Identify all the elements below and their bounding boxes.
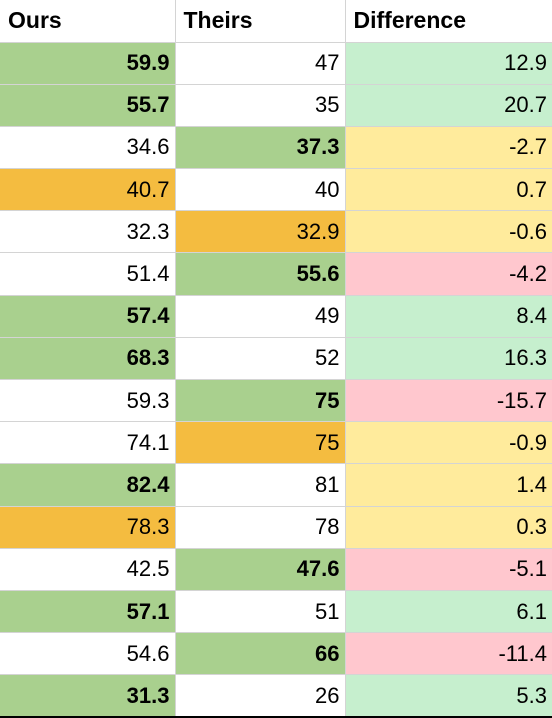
table-row: 34.6 37.3 -2.7 [0,126,552,170]
cell-theirs[interactable]: 26 [175,674,346,718]
table-row: 54.6 66 -11.4 [0,632,552,676]
table-row: 57.1 51 6.1 [0,590,552,634]
table-body: 59.9 47 12.9 55.7 35 20.7 34.6 37.3 -2.7 40.7 40 0.… [0,42,552,718]
cell-ours[interactable]: 57.1 [0,590,176,634]
cell-difference[interactable]: 16.3 [345,337,552,381]
table-row: 78.3 78 0.3 [0,506,552,549]
cell-difference[interactable]: -15.7 [345,379,552,423]
header-ours[interactable]: Ours [0,0,176,43]
table-row: 40.7 40 0.7 [0,168,552,212]
cell-ours[interactable]: 54.6 [0,632,176,676]
cell-theirs[interactable]: 78 [175,506,346,549]
cell-ours[interactable]: 74.1 [0,421,176,465]
cell-theirs[interactable]: 40 [175,168,346,212]
cell-ours[interactable]: 51.4 [0,252,176,296]
cell-theirs[interactable]: 49 [175,295,346,338]
table-row: 59.9 47 12.9 [0,42,552,85]
table-row: 51.4 55.6 -4.2 [0,252,552,296]
table-row: 31.3 26 5.3 [0,674,552,718]
cell-theirs[interactable]: 37.3 [175,126,346,170]
cell-ours[interactable]: 55.7 [0,84,176,127]
header-difference[interactable]: Difference [345,0,552,43]
header-theirs[interactable]: Theirs [175,0,346,43]
cell-difference[interactable]: 8.4 [345,295,552,338]
cell-difference[interactable]: -0.9 [345,421,552,465]
table-row: 57.4 49 8.4 [0,295,552,338]
table-row: 68.3 52 16.3 [0,337,552,381]
cell-difference[interactable]: -11.4 [345,632,552,676]
cell-theirs[interactable]: 81 [175,463,346,507]
cell-ours[interactable]: 42.5 [0,548,176,591]
cell-theirs[interactable]: 75 [175,421,346,465]
cell-theirs[interactable]: 32.9 [175,210,346,254]
table-row: 82.4 81 1.4 [0,463,552,507]
cell-difference[interactable]: -4.2 [345,252,552,296]
cell-theirs[interactable]: 47.6 [175,548,346,591]
cell-difference[interactable]: 0.7 [345,168,552,212]
cell-theirs[interactable]: 35 [175,84,346,127]
cell-theirs[interactable]: 47 [175,42,346,85]
cell-ours[interactable]: 59.3 [0,379,176,423]
cell-ours[interactable]: 57.4 [0,295,176,338]
cell-theirs[interactable]: 52 [175,337,346,381]
cell-ours[interactable]: 31.3 [0,674,176,718]
cell-ours[interactable]: 68.3 [0,337,176,381]
cell-ours[interactable]: 82.4 [0,463,176,507]
table-row: 42.5 47.6 -5.1 [0,548,552,591]
table-row: 32.3 32.9 -0.6 [0,210,552,254]
cell-difference[interactable]: 5.3 [345,674,552,718]
table-row: 55.7 35 20.7 [0,84,552,127]
cell-theirs[interactable]: 75 [175,379,346,423]
cell-theirs[interactable]: 55.6 [175,252,346,296]
cell-difference[interactable]: 12.9 [345,42,552,85]
cell-difference[interactable]: -0.6 [345,210,552,254]
cell-ours[interactable]: 59.9 [0,42,176,85]
cell-difference[interactable]: 20.7 [345,84,552,127]
cell-theirs[interactable]: 66 [175,632,346,676]
cell-ours[interactable]: 34.6 [0,126,176,170]
cell-difference[interactable]: 1.4 [345,463,552,507]
header-row: Ours Theirs Difference [0,0,552,43]
cell-ours[interactable]: 32.3 [0,210,176,254]
cell-theirs[interactable]: 51 [175,590,346,634]
table-row: 74.1 75 -0.9 [0,421,552,465]
cell-difference[interactable]: -5.1 [345,548,552,591]
cell-difference[interactable]: 6.1 [345,590,552,634]
cell-difference[interactable]: -2.7 [345,126,552,170]
table-row: 59.3 75 -15.7 [0,379,552,423]
cell-difference[interactable]: 0.3 [345,506,552,549]
cell-ours[interactable]: 40.7 [0,168,176,212]
cell-ours[interactable]: 78.3 [0,506,176,549]
